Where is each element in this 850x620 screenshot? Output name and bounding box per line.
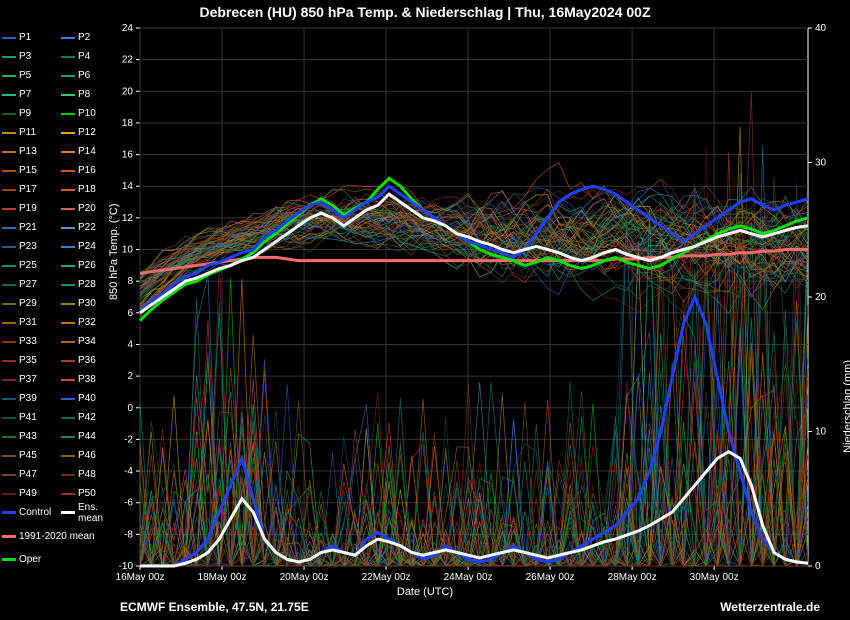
svg-text:14: 14 xyxy=(122,181,134,192)
svg-text:-10: -10 xyxy=(119,561,134,572)
svg-text:16: 16 xyxy=(122,150,134,161)
svg-text:20May 00z: 20May 00z xyxy=(280,572,329,583)
svg-text:20: 20 xyxy=(815,292,827,303)
svg-text:12: 12 xyxy=(122,213,134,224)
svg-text:10: 10 xyxy=(815,427,827,438)
svg-text:20: 20 xyxy=(122,86,134,97)
svg-text:4: 4 xyxy=(127,339,133,350)
svg-text:26May 00z: 26May 00z xyxy=(526,572,575,583)
svg-text:40: 40 xyxy=(815,23,827,34)
svg-text:2: 2 xyxy=(127,371,133,382)
svg-text:28May 00z: 28May 00z xyxy=(608,572,657,583)
svg-text:18: 18 xyxy=(122,118,134,129)
svg-text:10: 10 xyxy=(122,245,134,256)
svg-text:22: 22 xyxy=(122,55,134,66)
svg-text:-4: -4 xyxy=(124,466,133,477)
svg-text:24: 24 xyxy=(122,23,134,34)
svg-text:0: 0 xyxy=(815,561,821,572)
ensemble-chart: -10-8-6-4-202468101214161820222401020304… xyxy=(0,0,850,620)
svg-text:8: 8 xyxy=(127,276,133,287)
svg-text:30: 30 xyxy=(815,158,827,169)
svg-text:0: 0 xyxy=(127,403,133,414)
svg-text:18May 00z: 18May 00z xyxy=(198,572,247,583)
svg-text:30May 00z: 30May 00z xyxy=(690,572,739,583)
svg-text:-6: -6 xyxy=(124,498,133,509)
svg-text:22May 00z: 22May 00z xyxy=(362,572,411,583)
svg-text:-2: -2 xyxy=(124,434,133,445)
svg-text:6: 6 xyxy=(127,308,133,319)
svg-text:24May 00z: 24May 00z xyxy=(444,572,493,583)
svg-text:16May 00z: 16May 00z xyxy=(116,572,165,583)
svg-text:-8: -8 xyxy=(124,529,133,540)
